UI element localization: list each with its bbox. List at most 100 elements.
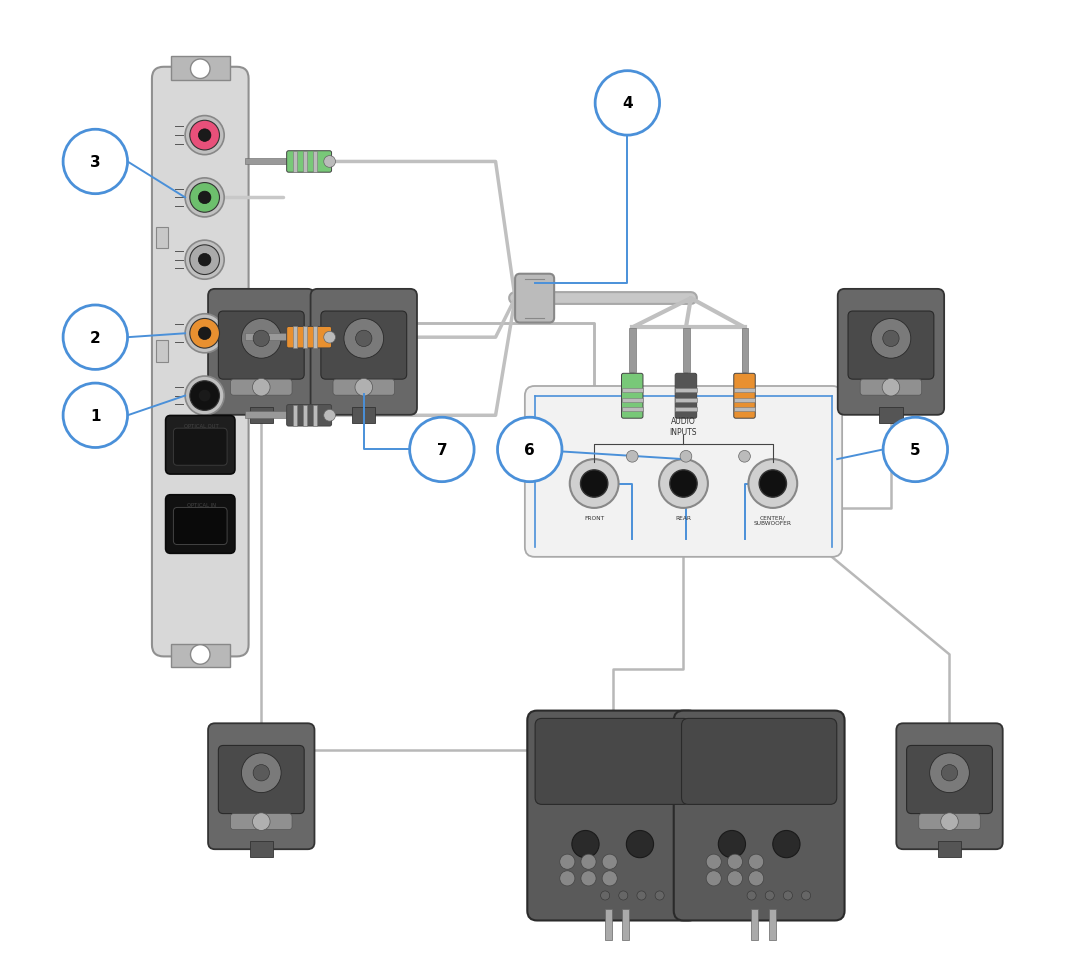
Bar: [675, 398, 697, 402]
Circle shape: [355, 379, 372, 396]
Circle shape: [626, 830, 654, 858]
FancyBboxPatch shape: [165, 416, 235, 474]
Circle shape: [871, 319, 911, 359]
Circle shape: [727, 870, 742, 886]
Bar: [313, 327, 317, 348]
Circle shape: [706, 870, 722, 886]
Bar: [245, 412, 288, 419]
Circle shape: [680, 451, 692, 463]
FancyBboxPatch shape: [218, 312, 304, 379]
Bar: [675, 388, 697, 392]
Circle shape: [570, 460, 618, 509]
Circle shape: [190, 183, 219, 213]
Bar: [155, 228, 167, 249]
FancyBboxPatch shape: [231, 814, 292, 829]
Text: AUDIO
INPUTS: AUDIO INPUTS: [670, 417, 697, 436]
Circle shape: [186, 116, 224, 156]
Circle shape: [242, 319, 282, 359]
Bar: [303, 327, 308, 348]
Circle shape: [601, 891, 610, 900]
FancyBboxPatch shape: [673, 711, 845, 920]
Circle shape: [63, 306, 127, 370]
Bar: [623, 909, 629, 940]
Bar: [293, 405, 298, 426]
Circle shape: [596, 71, 659, 136]
Bar: [741, 329, 749, 373]
Circle shape: [802, 891, 810, 900]
Circle shape: [760, 470, 787, 498]
Text: 5: 5: [910, 442, 920, 458]
Bar: [293, 152, 298, 173]
Bar: [683, 329, 689, 373]
Circle shape: [497, 418, 562, 482]
FancyBboxPatch shape: [906, 745, 993, 814]
Text: 1: 1: [90, 409, 100, 423]
FancyBboxPatch shape: [287, 152, 331, 173]
Bar: [170, 57, 230, 81]
Text: 6: 6: [524, 442, 535, 458]
FancyBboxPatch shape: [848, 312, 933, 379]
Circle shape: [199, 130, 210, 142]
Circle shape: [254, 331, 270, 347]
Bar: [675, 408, 697, 412]
Circle shape: [706, 854, 722, 869]
FancyBboxPatch shape: [675, 374, 697, 419]
Circle shape: [572, 830, 599, 858]
Circle shape: [191, 645, 210, 664]
Circle shape: [749, 870, 764, 886]
Bar: [293, 327, 298, 348]
Circle shape: [747, 891, 756, 900]
FancyBboxPatch shape: [174, 508, 227, 545]
FancyBboxPatch shape: [897, 724, 1002, 849]
FancyBboxPatch shape: [535, 719, 691, 805]
Text: 2: 2: [90, 331, 100, 345]
Circle shape: [602, 870, 617, 886]
Circle shape: [191, 60, 210, 79]
Circle shape: [242, 753, 282, 793]
Bar: [249, 841, 273, 857]
Circle shape: [186, 179, 224, 218]
Circle shape: [749, 854, 764, 869]
Circle shape: [618, 891, 628, 900]
Circle shape: [356, 331, 372, 347]
Text: 3: 3: [90, 155, 100, 170]
Text: REAR: REAR: [675, 515, 692, 520]
Circle shape: [627, 451, 638, 463]
FancyBboxPatch shape: [208, 724, 314, 849]
Bar: [245, 158, 288, 165]
Bar: [879, 408, 903, 423]
Circle shape: [186, 377, 224, 416]
FancyBboxPatch shape: [860, 379, 921, 396]
Circle shape: [324, 156, 336, 168]
Circle shape: [560, 854, 575, 869]
Circle shape: [63, 130, 127, 195]
Circle shape: [190, 245, 219, 275]
Circle shape: [199, 328, 210, 340]
Bar: [622, 388, 643, 392]
Bar: [734, 388, 755, 392]
Bar: [938, 841, 961, 857]
Bar: [622, 408, 643, 412]
Bar: [734, 408, 755, 412]
FancyBboxPatch shape: [311, 289, 416, 416]
Text: OPTICAL OUT: OPTICAL OUT: [185, 423, 219, 428]
Circle shape: [199, 192, 210, 204]
Circle shape: [637, 891, 646, 900]
Circle shape: [670, 470, 697, 498]
FancyBboxPatch shape: [734, 374, 755, 419]
Circle shape: [941, 765, 958, 781]
FancyBboxPatch shape: [174, 428, 227, 466]
Circle shape: [199, 390, 210, 402]
Text: 4: 4: [623, 96, 632, 111]
Circle shape: [773, 830, 800, 858]
Bar: [303, 405, 308, 426]
Bar: [629, 329, 637, 373]
Bar: [245, 333, 288, 340]
Bar: [751, 909, 759, 940]
Bar: [734, 398, 755, 402]
FancyBboxPatch shape: [528, 711, 698, 920]
Bar: [249, 408, 273, 423]
FancyBboxPatch shape: [231, 379, 292, 396]
Bar: [155, 340, 167, 362]
Circle shape: [252, 813, 270, 830]
